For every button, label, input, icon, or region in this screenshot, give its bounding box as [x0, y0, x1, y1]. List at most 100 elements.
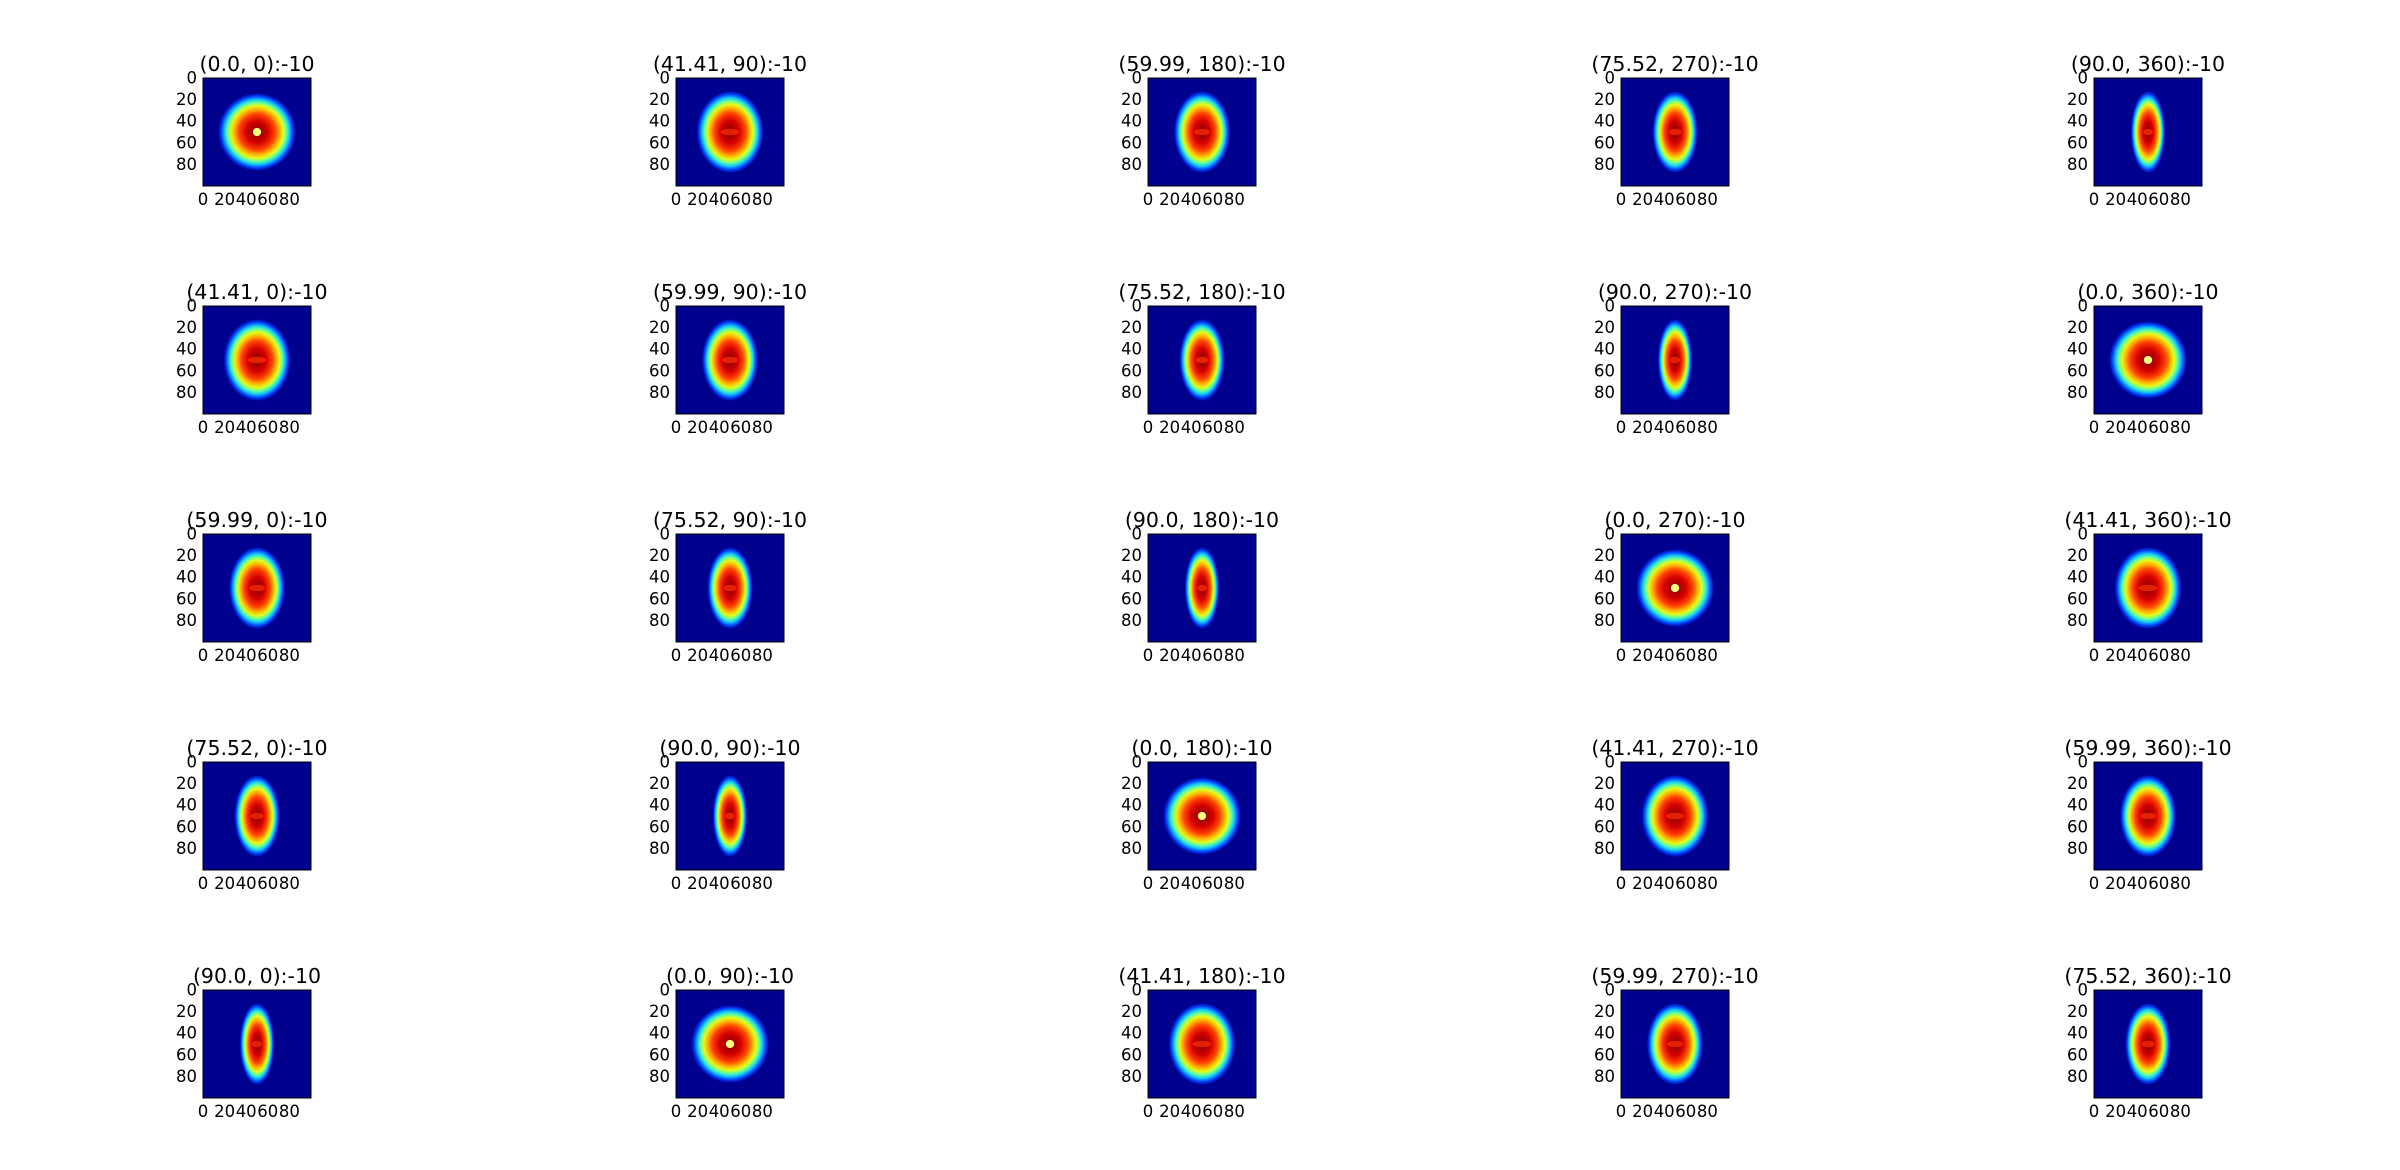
- x-tick-label: 80: [2170, 1102, 2191, 1121]
- x-tick-label: 0: [1616, 1102, 1627, 1121]
- y-tick-label: 0: [1605, 297, 1616, 316]
- x-tick-label: 80: [279, 874, 300, 893]
- y-tick-label: 40: [1594, 796, 1615, 815]
- y-tick-label: 40: [649, 112, 670, 131]
- x-tick-label: 60: [2148, 874, 2169, 893]
- subplot-title: (59.99, 270):-10: [1591, 964, 1758, 988]
- x-tick-label: 80: [1224, 190, 1245, 209]
- y-tick-label: 60: [649, 1045, 670, 1064]
- subplot-title: (90.0, 180):-10: [1125, 508, 1279, 532]
- y-tick-label: 0: [1132, 525, 1143, 544]
- y-tick-label: 40: [1594, 340, 1615, 359]
- x-tick-label: 40: [709, 874, 730, 893]
- x-tick-label: 20: [214, 1102, 235, 1121]
- y-tick-label: 80: [2067, 611, 2088, 630]
- y-tick-label: 40: [1121, 1024, 1142, 1043]
- x-tick-label: 60: [730, 418, 751, 437]
- x-tick-label: 80: [1224, 874, 1245, 893]
- x-tick-label: 0: [198, 190, 209, 209]
- x-tick-label: 80: [1697, 418, 1718, 437]
- x-tick-label: 60: [1202, 190, 1223, 209]
- axes-frame: [2093, 989, 2203, 1099]
- x-tick-label: 20: [687, 418, 708, 437]
- heatmap-center-notch: [1194, 128, 1210, 136]
- x-tick-label: 20: [1632, 1102, 1653, 1121]
- y-tick-label: 60: [649, 589, 670, 608]
- axes-frame: [1620, 761, 1730, 871]
- x-tick-label: 60: [257, 646, 278, 665]
- subplot-title: (75.52, 180):-10: [1118, 280, 1285, 304]
- x-tick-label: 60: [2148, 190, 2169, 209]
- y-tick-label: 40: [1594, 568, 1615, 587]
- y-tick-label: 20: [649, 318, 670, 337]
- y-tick-label: 60: [1594, 589, 1615, 608]
- y-tick-label: 20: [1594, 90, 1615, 109]
- subplot-title: (90.0, 360):-10: [2071, 52, 2225, 76]
- x-tick-label: 60: [1202, 874, 1223, 893]
- y-tick-label: 80: [1121, 155, 1142, 174]
- heatmap-center-notch: [1195, 356, 1209, 364]
- axes-frame: [1147, 77, 1257, 187]
- y-tick-label: 80: [1594, 611, 1615, 630]
- y-tick-label: 40: [649, 568, 670, 587]
- subplot-title: (75.52, 0):-10: [186, 736, 327, 760]
- x-tick-label: 0: [2089, 1102, 2100, 1121]
- x-tick-label: 80: [1224, 1102, 1245, 1121]
- heatmap-center-notch: [2140, 812, 2156, 820]
- y-tick-label: 60: [1121, 589, 1142, 608]
- subplot-title: (59.99, 360):-10: [2064, 736, 2231, 760]
- axes-frame: [1620, 989, 1730, 1099]
- heatmap-center-notch: [249, 584, 265, 592]
- axes-frame: [675, 305, 785, 415]
- x-tick-label: 60: [1202, 418, 1223, 437]
- x-tick-label: 20: [2105, 874, 2126, 893]
- subplot-title: (0.0, 360):-10: [2077, 280, 2218, 304]
- y-tick-label: 20: [2067, 774, 2088, 793]
- subplot-title: (0.0, 90):-10: [666, 964, 794, 988]
- x-tick-label: 60: [730, 646, 751, 665]
- heatmap-center-notch: [2138, 584, 2158, 592]
- y-tick-label: 20: [176, 546, 197, 565]
- x-tick-label: 0: [671, 646, 682, 665]
- heatmap-center-notch: [2143, 128, 2153, 136]
- heatmap-center-notch: [2141, 1040, 2155, 1048]
- x-tick-label: 60: [730, 874, 751, 893]
- heatmap-center-notch: [1197, 584, 1207, 592]
- x-tick-label: 40: [709, 1102, 730, 1121]
- y-tick-label: 20: [176, 774, 197, 793]
- x-tick-label: 20: [2105, 190, 2126, 209]
- x-tick-label: 40: [2127, 874, 2148, 893]
- y-tick-label: 20: [1594, 1002, 1615, 1021]
- x-tick-label: 20: [1159, 646, 1180, 665]
- x-tick-label: 80: [2170, 190, 2191, 209]
- y-tick-label: 0: [187, 69, 198, 88]
- axes-frame: [2093, 533, 2203, 643]
- x-tick-label: 0: [671, 418, 682, 437]
- y-tick-label: 60: [1594, 817, 1615, 836]
- y-tick-label: 60: [176, 361, 197, 380]
- y-tick-label: 60: [176, 817, 197, 836]
- x-tick-label: 20: [214, 418, 235, 437]
- axes-frame: [1147, 761, 1257, 871]
- subplot-title: (41.41, 0):-10: [186, 280, 327, 304]
- y-tick-label: 80: [1594, 839, 1615, 858]
- y-tick-label: 20: [649, 1002, 670, 1021]
- y-tick-label: 20: [2067, 90, 2088, 109]
- y-tick-label: 20: [2067, 546, 2088, 565]
- x-tick-label: 0: [671, 874, 682, 893]
- axes-frame: [202, 533, 312, 643]
- axes-frame: [2093, 761, 2203, 871]
- y-tick-label: 0: [1605, 981, 1616, 1000]
- y-tick-label: 60: [1121, 817, 1142, 836]
- heatmap-center-notch: [722, 356, 738, 364]
- subplot-title: (59.99, 180):-10: [1118, 52, 1285, 76]
